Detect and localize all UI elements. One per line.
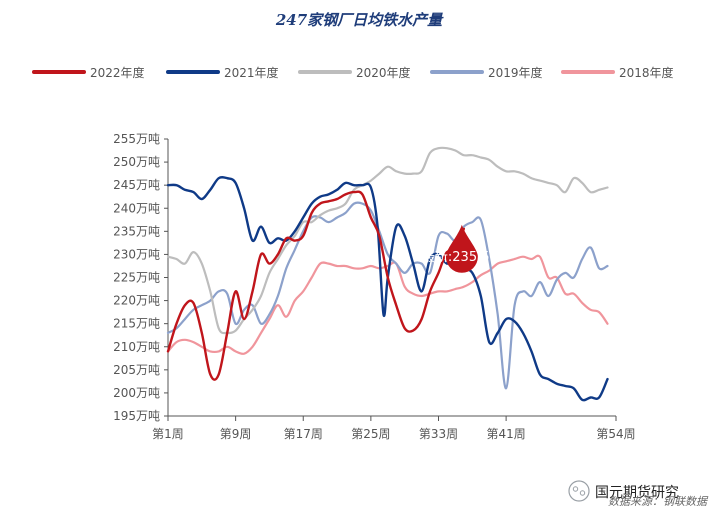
annotation-label: 最新:235.55 — [422, 249, 498, 265]
y-tick-label: 255万吨 — [113, 132, 160, 146]
chart-title: 247家钢厂日均铁水产量 — [275, 11, 444, 29]
x-tick-label: 第25周 — [351, 427, 390, 441]
y-tick-label: 205万吨 — [113, 363, 160, 377]
x-ticks: 第1周 第9周 第17周 第25周 第33周 第41周 第54周 — [152, 416, 636, 441]
y-tick-label: 215万吨 — [113, 317, 160, 331]
y-tick-label: 235万吨 — [113, 224, 160, 238]
x-tick-label: 第1周 — [152, 427, 184, 441]
series-line-2020 — [166, 146, 609, 335]
legend-label: 2020年度 — [356, 65, 411, 80]
y-tick-label: 250万吨 — [113, 155, 160, 169]
annotation-group: 最新:235.55 — [422, 224, 498, 273]
y-tick-label: 230万吨 — [113, 247, 160, 261]
brand-logo — [568, 480, 590, 502]
y-tick-label: 200万吨 — [113, 386, 160, 400]
annotation-marker — [445, 224, 478, 273]
source-text: 数据来源：钢联数据 — [608, 495, 709, 508]
x-tick-label: 第54周 — [596, 427, 635, 441]
x-tick-label: 第17周 — [284, 427, 323, 441]
series-line-2022 — [166, 190, 465, 381]
x-tick-label: 第41周 — [486, 427, 525, 441]
legend-label: 2019年度 — [488, 65, 543, 80]
series-line-2018 — [166, 254, 609, 355]
y-tick-label: 240万吨 — [113, 201, 160, 215]
y-tick-label: 225万吨 — [113, 271, 160, 285]
x-tick-label: 第33周 — [419, 427, 458, 441]
legend-label: 2021年度 — [224, 65, 279, 80]
legend-label: 2022年度 — [90, 65, 145, 80]
legend: 2022年度 2021年度 2020年度 2019年度 2018年度 — [32, 65, 674, 80]
legend-label: 2018年度 — [619, 65, 674, 80]
y-tick-label: 245万吨 — [113, 178, 160, 192]
y-tick-label: 210万吨 — [113, 340, 160, 354]
y-ticks: 195万吨 200万吨 205万吨 210万吨 215万吨 220万吨 225万吨 230万吨… — [113, 132, 168, 423]
brand-text: 国元期货研究 — [595, 484, 679, 501]
y-tick-label: 195万吨 — [113, 409, 160, 423]
series-line-2021 — [166, 175, 609, 402]
x-tick-label: 第9周 — [220, 427, 252, 441]
y-tick-label: 220万吨 — [113, 294, 160, 308]
series-group — [166, 146, 609, 402]
